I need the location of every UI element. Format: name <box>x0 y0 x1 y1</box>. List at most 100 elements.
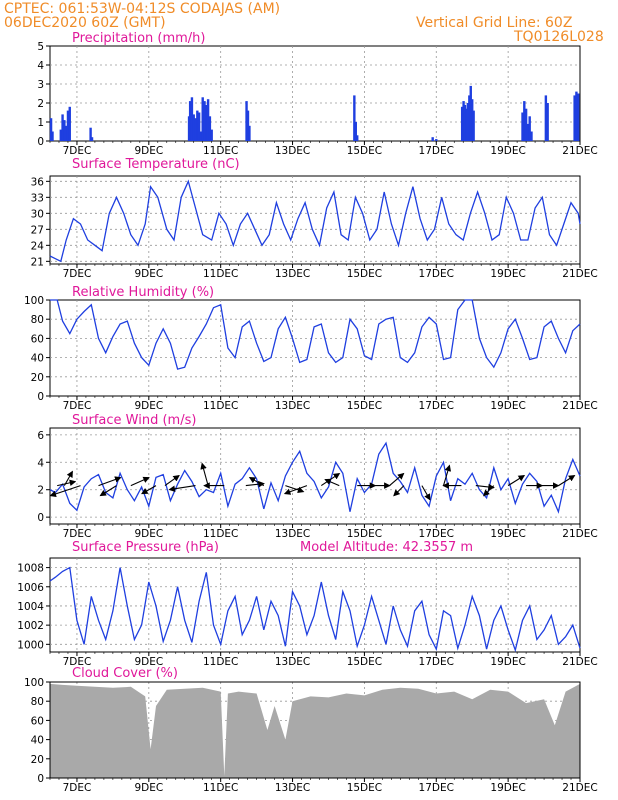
pressure-xtick-label: 11DEC <box>203 656 238 668</box>
rh-xtick-label: 21DEC <box>562 400 597 412</box>
rh-ytick-label: 60 <box>31 333 44 345</box>
rh-xtick-label: 11DEC <box>203 400 238 412</box>
pressure-ytick-label: 1004 <box>17 601 44 613</box>
temp-ytick-label: 21 <box>31 256 44 268</box>
precip-bar <box>530 131 533 141</box>
wind-wind-vector <box>141 485 157 495</box>
cloud-ytick-label: 100 <box>24 677 44 689</box>
temp-xtick-label: 11DEC <box>203 268 238 280</box>
precip-bar <box>524 108 528 141</box>
precip-ytick-label: 2 <box>37 98 44 110</box>
wind-wind-vector <box>320 472 341 487</box>
precip-title: Precipitation (mm/h) <box>72 31 205 46</box>
cloud-xtick-label: 9DEC <box>134 782 163 794</box>
wind-wind-vector <box>285 485 305 493</box>
wind-wind-vector <box>421 485 431 501</box>
precip-bar <box>521 112 524 141</box>
wind-wind-vector <box>393 485 405 497</box>
precip-bar <box>208 116 212 141</box>
wind-wind-vector <box>99 485 117 497</box>
wind-xtick-label: 17DEC <box>419 528 454 540</box>
pressure-ytick-label: 1000 <box>17 639 44 651</box>
precip-bar <box>465 108 468 141</box>
precip-xtick-label: 17DEC <box>419 145 454 157</box>
cloud-xtick-label: 11DEC <box>203 782 238 794</box>
pressure-xtick-label: 13DEC <box>275 656 310 668</box>
cloud-ytick-label: 20 <box>31 754 44 766</box>
precip-ytick-label: 4 <box>37 60 44 72</box>
wind-wind-vector <box>200 462 209 486</box>
precip-ytick-label: 1 <box>37 117 44 129</box>
pressure-series-line <box>49 566 581 653</box>
precip-bar <box>51 131 54 141</box>
temp-ytick-label: 36 <box>31 176 45 188</box>
cloud-panel: 0 20 40 60 80 100 7DEC 9DEC 11DEC 13DEC 15DEC 17DEC… <box>24 666 598 794</box>
rh-panel: 0 20 40 60 80 100 7DEC 9DEC 11DEC 13DEC 15DEC 17DEC… <box>24 285 598 412</box>
precip-bar <box>575 91 578 141</box>
cloud-ytick-label: 40 <box>31 735 44 747</box>
precip-bar <box>528 116 531 141</box>
precip-bar <box>89 127 92 141</box>
precip-bar <box>546 103 549 141</box>
header-station: CPTEC: 061:53W-04:12S CODAJAS (AM) <box>4 1 280 17</box>
wind-wind-vector <box>283 485 308 495</box>
temp-ytick-label: 30 <box>31 208 44 220</box>
precip-bar <box>544 95 548 141</box>
pressure-title: Surface Pressure (hPa) <box>72 540 219 555</box>
precip-bar <box>59 129 62 141</box>
precip-bar <box>466 103 470 141</box>
cloud-xtick-label: 15DEC <box>347 782 382 794</box>
pressure-xtick-label: 7DEC <box>63 656 92 668</box>
pressure-xtick-label: 21DEC <box>562 656 597 668</box>
temp-xtick-label: 13DEC <box>275 268 310 280</box>
precip-xtick-label: 9DEC <box>134 145 163 157</box>
wind-wind-vector <box>248 477 265 487</box>
cloud-xtick-label: 19DEC <box>490 782 525 794</box>
wind-xtick-label: 21DEC <box>562 528 597 540</box>
cloud-xtick-label: 13DEC <box>275 782 310 794</box>
rh-xtick-label: 7DEC <box>63 400 92 412</box>
precip-bar <box>248 125 251 141</box>
precip-bar <box>192 114 195 141</box>
pressure-xtick-label: 9DEC <box>134 656 163 668</box>
precip-bar <box>90 137 94 141</box>
cloud-xtick-label: 7DEC <box>63 782 92 794</box>
precip-bar <box>201 97 204 141</box>
temp-panel: 21 24 27 30 33 36 7DEC 9DEC 11DEC 13DEC 15DEC 17DEC… <box>31 157 598 280</box>
cloud-ytick-label: 60 <box>31 715 44 727</box>
temp-title: Surface Temperature (nC) <box>72 157 240 172</box>
wind-ytick-label: 0 <box>37 512 44 524</box>
header-model-id: TQ0126L028 <box>513 29 604 45</box>
wind-xtick-label: 9DEC <box>134 528 163 540</box>
pressure-xtick-label: 15DEC <box>347 656 382 668</box>
wind-wind-vector <box>507 475 526 487</box>
pressure-subtitle: Model Altitude: 42.3557 m <box>300 540 473 555</box>
precip-bar <box>353 95 356 141</box>
temp-xtick-label: 17DEC <box>419 268 454 280</box>
wind-wind-vector <box>63 470 73 486</box>
cloud-ytick-label: 0 <box>37 773 44 785</box>
wind-wind-vector <box>475 483 495 491</box>
wind-wind-vector <box>442 464 452 486</box>
precip-ytick-label: 0 <box>37 136 44 148</box>
temp-series-line <box>49 179 581 263</box>
wind-ytick-label: 6 <box>37 430 44 442</box>
temp-ytick-label: 24 <box>31 240 45 252</box>
precip-bar <box>49 118 53 141</box>
wind-xtick-label: 13DEC <box>275 528 310 540</box>
precip-frame <box>49 45 581 142</box>
temp-xtick-label: 21DEC <box>562 268 597 280</box>
precip-bar <box>196 110 199 141</box>
precip-xtick-label: 13DEC <box>275 145 310 157</box>
header-grid-line: Vertical Grid Line: 60Z <box>416 15 572 31</box>
rh-frame <box>49 299 581 397</box>
precip-bar <box>468 95 471 141</box>
precip-xtick-label: 15DEC <box>347 145 382 157</box>
precip-bar <box>577 93 580 141</box>
wind-wind-vector <box>57 479 77 487</box>
precip-bar <box>472 110 475 141</box>
wind-frame <box>49 427 581 525</box>
precip-bar <box>573 95 576 141</box>
precip-bar <box>188 101 192 141</box>
